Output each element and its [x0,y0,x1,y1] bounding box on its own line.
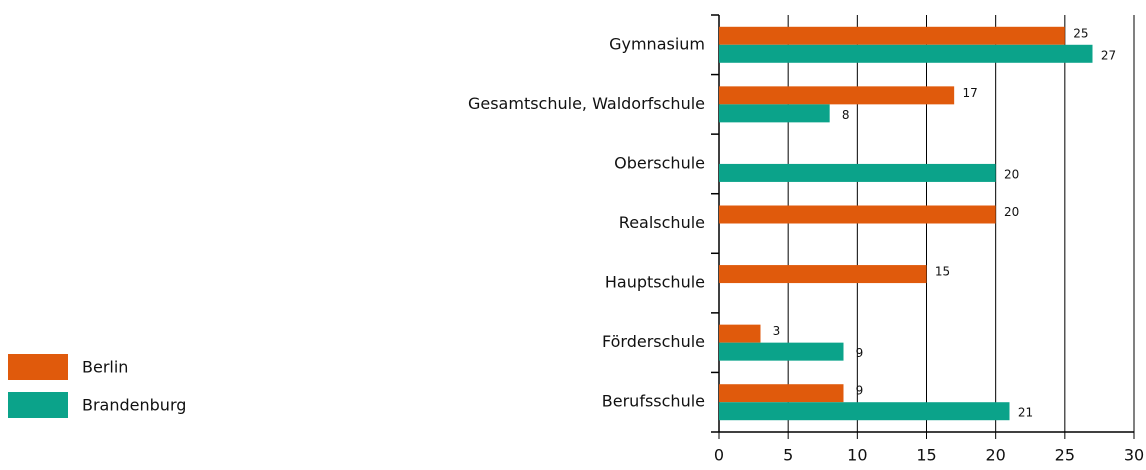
bar [719,324,761,343]
legend-label: Berlin [82,358,128,377]
y-tick-label: Förderschule [602,332,705,351]
bar [719,265,927,284]
y-tick-label: Oberschule [614,153,705,172]
bar [719,26,1065,45]
y-tick-label: Realschule [619,213,705,232]
x-tick-label: 5 [783,446,793,465]
bar [719,384,844,403]
value-label: 25 [1073,26,1088,40]
value-label: 20 [1004,205,1019,219]
bar [719,402,1010,421]
value-label: 9 [856,384,864,398]
bar [719,342,844,361]
bar [719,163,996,182]
x-tick-label: 15 [916,446,936,465]
bar [719,104,830,123]
value-label: 9 [856,346,864,360]
legend-label: Brandenburg [82,396,186,415]
bar [719,44,1093,63]
value-label: 3 [773,324,781,338]
legend-swatch [8,354,68,380]
value-label: 27 [1101,48,1116,62]
x-tick-label: 0 [714,446,724,465]
x-tick-label: 25 [1055,446,1075,465]
value-label: 8 [842,108,850,122]
x-tick-label: 20 [985,446,1005,465]
legend-swatch [8,392,68,418]
y-tick-label: Hauptschule [605,273,705,292]
x-tick-label: 30 [1124,446,1144,465]
bar [719,205,996,224]
value-label: 15 [935,265,950,279]
value-label: 20 [1004,167,1019,181]
x-tick-label: 10 [847,446,867,465]
y-tick-label: Gesamtschule, Waldorfschule [468,94,705,113]
y-tick-label: Gymnasium [609,34,705,53]
bar [719,86,955,105]
y-tick-label: Berufsschule [602,392,705,411]
value-label: 21 [1018,406,1033,420]
value-label: 17 [963,86,978,100]
